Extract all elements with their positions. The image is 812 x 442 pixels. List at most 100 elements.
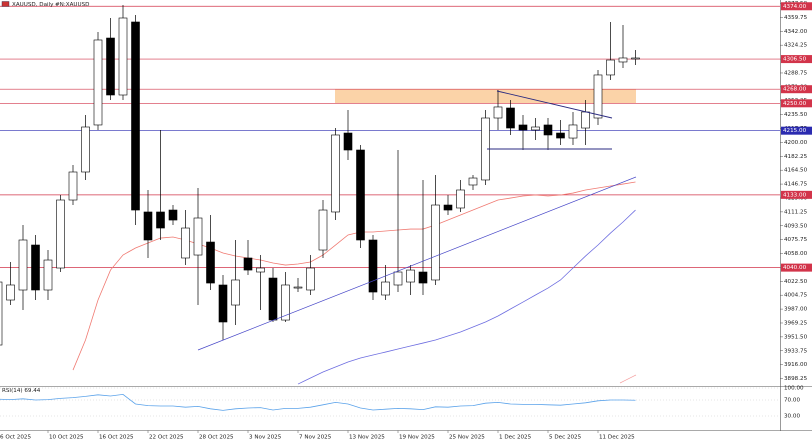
candle-body [543,124,553,136]
candle-body [31,244,40,291]
candle-body [243,257,253,271]
candle-body [456,189,465,209]
y-tick-label: 3916.00 [784,362,808,368]
level-label: 4374.00 [783,4,807,10]
symbol-flag [1,1,10,7]
y-tick-label: 4235.50 [784,112,808,118]
candle-body [131,21,140,211]
rsi-line [0,393,636,411]
drawings [197,90,637,384]
x-tick-label: 16 Oct 2025 [99,435,134,441]
candle-body [181,227,190,259]
y-tick-label: 4111.25 [784,209,808,215]
candle-body [106,37,115,96]
y-tick-label: 70.00 [784,398,800,404]
y-tick-label: 3898.25 [784,376,808,382]
candle-body [68,171,78,201]
candle-body [6,284,15,301]
level-label: 4040.00 [783,265,807,271]
level-label-box [781,2,812,11]
x-tick-label: 19 Nov 2025 [399,435,435,441]
candle-body [118,17,128,96]
candle-body [418,271,428,284]
candle-body [18,239,28,291]
x-tick-label: 7 Nov 2025 [299,435,332,441]
y-tick-label: 3933.75 [784,348,808,354]
candle-body [0,281,3,346]
level-label-box [781,99,812,108]
x-tick-label: 28 Oct 2025 [199,435,234,441]
y-tick-label: 4004.75 [784,293,808,299]
y-tick-label: 4164.50 [784,168,808,174]
candle-body [443,204,453,211]
level-label: 4133.00 [783,192,807,198]
level-label: 4250.00 [783,101,807,107]
candle-body [393,271,403,286]
y-tick-label: 4359.75 [784,15,808,21]
candle-body [506,107,515,129]
trendline [197,176,637,351]
x-tick-label: 11 Dec 2025 [599,435,635,441]
candle-body [381,281,390,296]
candle-body [606,59,615,76]
candle-body [143,211,153,241]
y-tick-label: 4342.00 [784,29,808,35]
candle-body [343,132,353,151]
y-tick-label: 4324.25 [784,43,808,49]
candle-body [306,267,315,291]
candle-body [168,209,178,221]
level-label-box [781,55,812,64]
x-tick-label: 3 Nov 2025 [249,435,282,441]
y-tick-label: 4093.50 [784,223,808,229]
trendline [496,90,613,119]
frame [0,0,812,431]
y-tick-label: 4058.00 [784,251,808,257]
candle-body [568,124,578,139]
indicator-title: RSI(14) 69.44 [2,388,41,394]
candle-body [256,267,265,273]
candle-body [218,284,228,323]
zone [335,89,636,104]
level-label-box [781,126,812,135]
y-tick-label: 4288.75 [784,70,808,76]
x-tick-label: 25 Nov 2025 [449,435,485,441]
candle-body [631,57,640,60]
level-label-box [781,190,812,199]
candle-body [518,124,528,131]
candle-body [156,211,165,229]
y-tick-label: 4146.75 [784,182,808,188]
chart-subtitle: #N:XAUUSD [55,2,89,8]
trendline [619,374,637,384]
x-tick-label: 13 Nov 2025 [349,435,385,441]
y-tick-label: 3969.25 [784,320,808,326]
x-tick-label: 1 Dec 2025 [499,435,532,441]
candle-body [556,132,565,139]
y-tick-label: 4075.75 [784,237,808,243]
y-tick-label: 3951.50 [784,334,808,340]
moving-average [72,181,636,371]
y-tick-label: 3987.00 [784,307,808,313]
candle-body [581,111,590,129]
candle-body [193,217,203,256]
x-tick-label: 6 Oct 2025 [0,435,31,441]
candle-body [206,241,215,284]
candle-body [468,177,478,186]
candle-body [268,277,278,321]
x-tick-label: 10 Oct 2025 [49,435,84,441]
candle-body [618,57,628,63]
chart-title: XAUUSD, Daily [12,2,54,8]
level-label-box [781,85,812,94]
y-tick-label: 4182.25 [784,154,808,160]
candle-body [406,269,415,283]
candle-body [356,149,365,241]
candle-body [293,286,303,289]
candle-body [593,74,603,119]
candle-body [531,126,540,131]
candle-body [493,106,503,119]
y-tick-label: 4022.50 [784,279,808,285]
candle-body [331,134,340,213]
candle-body [56,199,65,269]
x-tick-label: 22 Oct 2025 [149,435,184,441]
